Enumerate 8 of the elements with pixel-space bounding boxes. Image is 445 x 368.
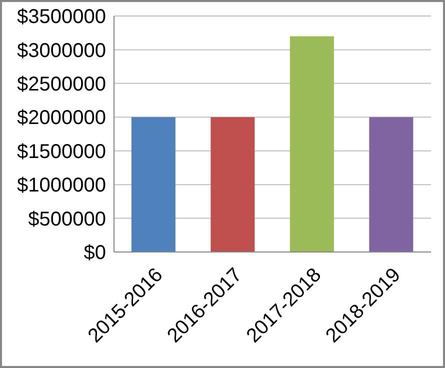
y-tick-label: $3000000 — [17, 40, 106, 62]
y-tick-label: $2500000 — [17, 74, 106, 96]
y-tick-label: $500000 — [28, 208, 106, 230]
y-tick-label: $1500000 — [17, 140, 106, 163]
y-tick-label: $3500000 — [17, 6, 106, 28]
y-tick-label: $1000000 — [17, 174, 106, 197]
y-tick-label: $0 — [84, 242, 106, 264]
y-tick-label: $2000000 — [17, 107, 106, 130]
